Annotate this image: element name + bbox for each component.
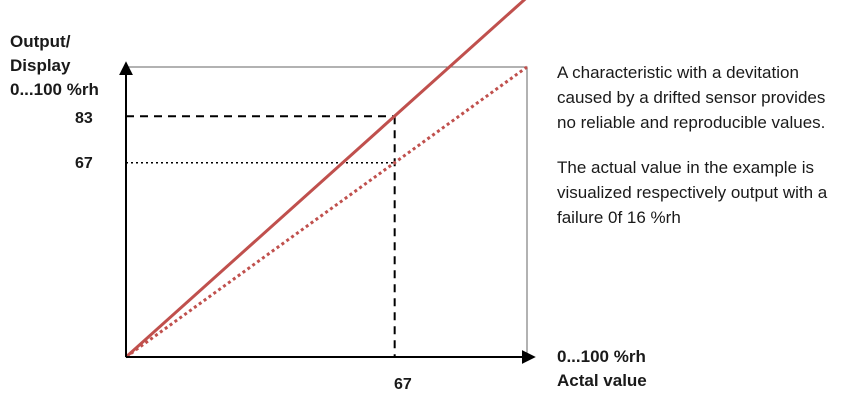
y-axis-label-line-1: Output/	[10, 32, 71, 51]
y-tick-label-67: 67	[75, 155, 93, 172]
y-tick-label-83: 83	[75, 110, 93, 127]
x-axis-label-line-1: 0...100 %rh	[557, 347, 646, 366]
y-axis-label: Output/ Display 0...100 %rh	[10, 30, 99, 102]
description-text: A characteristic with a devitation cause…	[557, 60, 847, 250]
series-line-solid	[124, 0, 527, 359]
description-paragraph-1: A characteristic with a devitation cause…	[557, 63, 826, 132]
y-axis-label-line-3: 0...100 %rh	[10, 80, 99, 99]
y-axis-label-line-2: Display	[10, 56, 71, 75]
description-paragraph-2: The actual value in the example is visua…	[557, 158, 828, 227]
x-axis-label-line-2: Actal value	[557, 371, 647, 390]
x-axis-label: 0...100 %rh Actal value	[557, 345, 647, 393]
x-tick-label-67: 67	[394, 376, 412, 393]
series-line-dotted	[125, 65, 528, 359]
